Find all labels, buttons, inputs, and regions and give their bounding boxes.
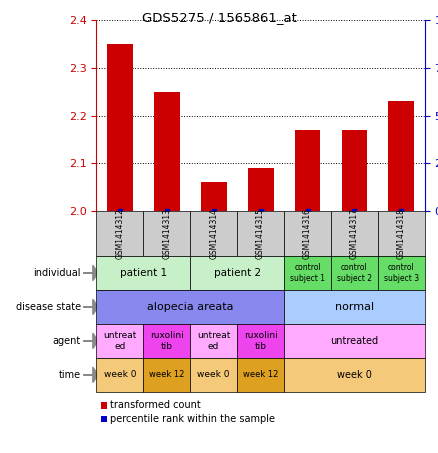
Text: alopecia areata: alopecia areata: [147, 302, 233, 312]
Text: disease state: disease state: [16, 302, 81, 312]
Text: ruxolini
tib: ruxolini tib: [150, 331, 184, 351]
Bar: [295, 130, 321, 211]
Text: patient 2: patient 2: [214, 268, 261, 278]
Text: time: time: [59, 370, 81, 380]
Bar: [342, 130, 367, 211]
Text: week 0: week 0: [337, 370, 372, 380]
Bar: [389, 101, 414, 211]
Text: agent: agent: [53, 336, 81, 346]
Text: week 12: week 12: [243, 371, 278, 379]
Text: transformed count: transformed count: [110, 400, 201, 410]
Text: GDS5275 / 1565861_at: GDS5275 / 1565861_at: [141, 11, 297, 24]
Text: GSM1414315: GSM1414315: [256, 208, 265, 259]
Text: individual: individual: [34, 268, 81, 278]
Text: GSM1414316: GSM1414316: [303, 208, 312, 259]
Bar: [248, 168, 273, 211]
Text: control
subject 2: control subject 2: [337, 263, 372, 283]
Text: week 12: week 12: [149, 371, 184, 379]
Bar: [107, 44, 133, 211]
Text: control
subject 1: control subject 1: [290, 263, 325, 283]
Text: GSM1414312: GSM1414312: [115, 208, 124, 259]
Bar: [201, 182, 226, 211]
Text: percentile rank within the sample: percentile rank within the sample: [110, 414, 276, 424]
Text: GSM1414318: GSM1414318: [397, 208, 406, 259]
Text: GSM1414314: GSM1414314: [209, 208, 218, 259]
Text: control
subject 3: control subject 3: [384, 263, 419, 283]
Text: untreat
ed: untreat ed: [197, 331, 230, 351]
Text: GSM1414313: GSM1414313: [162, 208, 171, 259]
Bar: [154, 92, 180, 211]
Text: normal: normal: [335, 302, 374, 312]
Text: patient 1: patient 1: [120, 268, 167, 278]
Text: GSM1414317: GSM1414317: [350, 208, 359, 259]
Text: week 0: week 0: [198, 371, 230, 379]
Text: untreated: untreated: [330, 336, 378, 346]
Text: untreat
ed: untreat ed: [103, 331, 137, 351]
Text: ruxolini
tib: ruxolini tib: [244, 331, 278, 351]
Text: week 0: week 0: [103, 371, 136, 379]
